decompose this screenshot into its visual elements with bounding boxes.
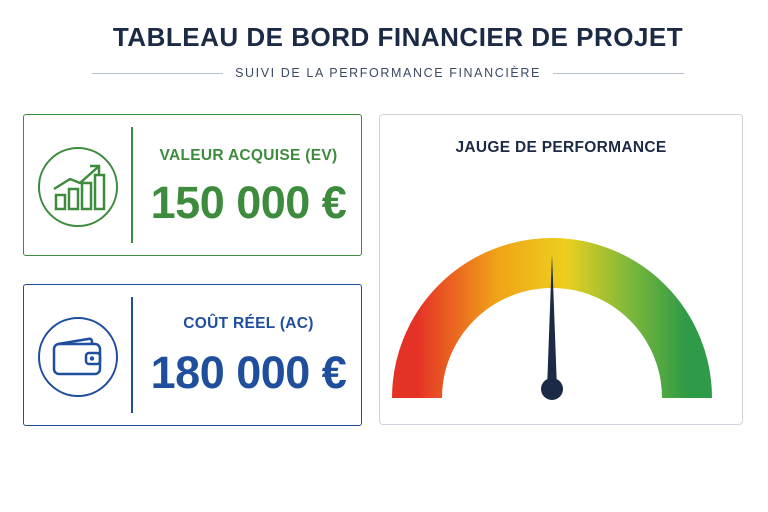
gauge-needle-hub [541,378,563,400]
earned-value-label: VALEUR ACQUISE (EV) [159,147,338,164]
subtitle-row: SUIVI DE LA PERFORMANCE FINANCIÈRE [92,63,684,83]
actual-cost-amount: 180 000 € [150,347,347,398]
earned-value-card: VALEUR ACQUISE (EV) 150 000 € [23,114,362,256]
performance-gauge [392,238,712,400]
page-subtitle: SUIVI DE LA PERFORMANCE FINANCIÈRE [235,66,541,80]
subtitle-rule-right [552,72,684,74]
card-divider [131,127,133,243]
earned-value-amount: 150 000 € [150,177,347,228]
growth-chart-icon [36,145,120,229]
wallet-icon [36,315,120,399]
actual-cost-label: COÛT RÉEL (AC) [183,315,314,332]
card-divider [131,297,133,413]
gauge-needle [547,254,557,389]
page-title: TABLEAU DE BORD FINANCIER DE PROJET [112,22,684,52]
subtitle-rule-left [92,72,224,74]
performance-gauge-card: JAUGE DE PERFORMANCE [379,114,743,425]
actual-cost-card: COÛT RÉEL (AC) 180 000 € [23,284,362,426]
gauge-title: JAUGE DE PERFORMANCE [455,139,667,156]
